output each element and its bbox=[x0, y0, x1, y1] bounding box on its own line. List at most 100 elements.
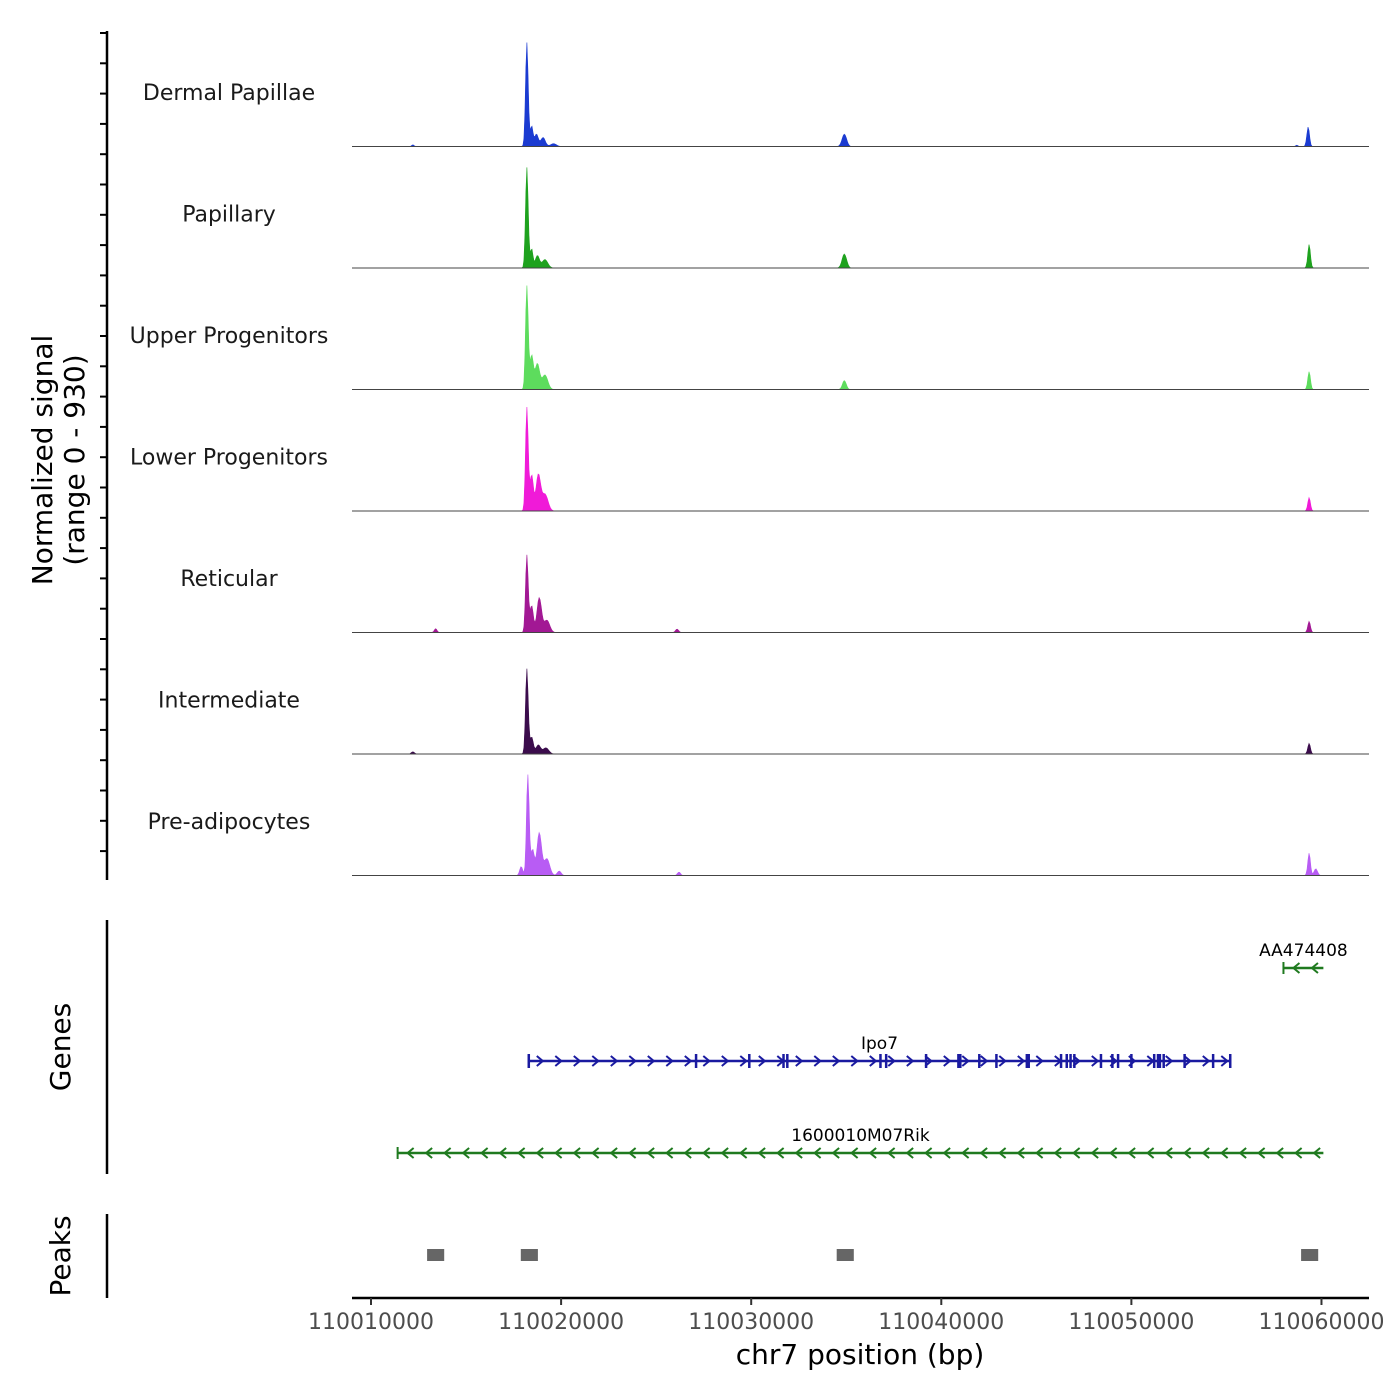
gene: 1600010M07Rik bbox=[396, 1126, 1324, 1159]
strand-chevron bbox=[591, 1147, 600, 1159]
strand-chevron bbox=[1090, 1147, 1099, 1159]
x-axis-title: chr7 position (bp) bbox=[736, 1338, 985, 1371]
strand-chevron bbox=[868, 1147, 877, 1159]
strand-chevron bbox=[1257, 1147, 1266, 1159]
strand-chevron bbox=[1275, 1147, 1284, 1159]
strand-chevron bbox=[628, 1055, 637, 1067]
strand-chevron bbox=[1016, 1147, 1025, 1159]
strand-chevron bbox=[980, 1055, 989, 1067]
strand-chevron bbox=[628, 1147, 637, 1159]
strand-chevron bbox=[832, 1055, 841, 1067]
peak-region bbox=[836, 1249, 854, 1261]
track-label: Papillary bbox=[182, 203, 276, 228]
gene-label: 1600010M07Rik bbox=[791, 1126, 930, 1146]
strand-chevron bbox=[721, 1055, 730, 1067]
coverage-track: Upper Progenitors bbox=[130, 285, 1369, 390]
strand-chevron bbox=[498, 1147, 507, 1159]
coverage-track: Papillary bbox=[182, 167, 1369, 269]
strand-chevron bbox=[1035, 1055, 1044, 1067]
strand-chevron bbox=[1072, 1147, 1081, 1159]
strand-chevron bbox=[1310, 962, 1319, 974]
strand-chevron bbox=[443, 1147, 452, 1159]
strand-chevron bbox=[572, 1147, 581, 1159]
strand-chevron bbox=[905, 1147, 914, 1159]
strand-chevron bbox=[961, 1147, 970, 1159]
strand-chevron bbox=[1017, 1055, 1026, 1067]
strand-chevron bbox=[850, 1055, 859, 1067]
strand-chevron bbox=[961, 1055, 970, 1067]
signal-area bbox=[352, 42, 1369, 147]
strand-chevron bbox=[591, 1055, 600, 1067]
strand-chevron bbox=[850, 1147, 859, 1159]
strand-chevron bbox=[906, 1055, 915, 1067]
strand-chevron bbox=[646, 1147, 655, 1159]
track-label: Reticular bbox=[180, 567, 278, 592]
strand-chevron bbox=[720, 1147, 729, 1159]
track-label: Pre-adipocytes bbox=[148, 810, 311, 835]
strand-chevron bbox=[794, 1147, 803, 1159]
coverage-track: Lower Progenitors bbox=[130, 406, 1369, 512]
strand-chevron bbox=[813, 1055, 822, 1067]
peak-region bbox=[427, 1249, 445, 1261]
gene: Ipo7 bbox=[527, 1034, 1232, 1068]
strand-chevron bbox=[998, 1147, 1007, 1159]
strand-chevron bbox=[536, 1055, 545, 1067]
strand-chevron bbox=[758, 1055, 767, 1067]
signal-area bbox=[352, 554, 1369, 633]
strand-chevron bbox=[1053, 1147, 1062, 1159]
strand-chevron bbox=[424, 1147, 433, 1159]
track-label: Upper Progenitors bbox=[130, 324, 329, 349]
strand-chevron bbox=[831, 1147, 840, 1159]
track-label: Intermediate bbox=[158, 689, 300, 714]
coverage-tracks: Dermal Papillae Papillary Upper Progenitor… bbox=[130, 42, 1369, 876]
strand-chevron bbox=[1183, 1147, 1192, 1159]
strand-chevron bbox=[1238, 1147, 1247, 1159]
strand-chevron bbox=[1109, 1147, 1118, 1159]
gene-label: AA474408 bbox=[1259, 941, 1348, 961]
strand-chevron bbox=[813, 1147, 822, 1159]
x-tick-label: 110010000 bbox=[308, 1310, 434, 1335]
strand-chevron bbox=[998, 1055, 1007, 1067]
gene: AA474408 bbox=[1259, 941, 1348, 974]
strand-chevron bbox=[517, 1147, 526, 1159]
peak-region bbox=[520, 1249, 538, 1261]
y-axis-range-label: (range 0 - 930) bbox=[58, 354, 91, 565]
x-axis-ticks: 110010000 110020000 110030000 110040000 1100… bbox=[308, 1298, 1384, 1335]
strand-chevron bbox=[535, 1147, 544, 1159]
strand-chevron bbox=[776, 1147, 785, 1159]
strand-chevron bbox=[1035, 1147, 1044, 1159]
x-tick-label: 110040000 bbox=[878, 1310, 1004, 1335]
strand-chevron bbox=[684, 1055, 693, 1067]
x-tick-label: 110050000 bbox=[1068, 1310, 1194, 1335]
genes-track-label: Genes bbox=[44, 1003, 77, 1091]
strand-chevron bbox=[1220, 1055, 1229, 1067]
strand-chevron bbox=[739, 1147, 748, 1159]
strand-chevron bbox=[1291, 962, 1301, 974]
strand-chevron bbox=[1201, 1147, 1210, 1159]
strand-chevron bbox=[887, 1147, 896, 1159]
strand-chevron bbox=[665, 1147, 674, 1159]
strand-chevron bbox=[1091, 1055, 1100, 1067]
strand-chevron bbox=[573, 1055, 582, 1067]
signal-area bbox=[352, 406, 1369, 512]
coverage-track: Dermal Papillae bbox=[143, 42, 1369, 147]
x-tick-label: 110030000 bbox=[688, 1310, 814, 1335]
strand-chevron bbox=[757, 1147, 766, 1159]
strand-chevron bbox=[1202, 1055, 1211, 1067]
coverage-track: Pre-adipocytes bbox=[148, 774, 1369, 876]
gene-label: Ipo7 bbox=[861, 1034, 898, 1054]
strand-chevron bbox=[1220, 1147, 1229, 1159]
strand-chevron bbox=[1312, 1147, 1321, 1159]
coverage-track: Reticular bbox=[180, 554, 1369, 633]
y-axis-title: Normalized signal bbox=[26, 335, 59, 586]
strand-chevron bbox=[887, 1055, 896, 1067]
strand-chevron bbox=[942, 1147, 951, 1159]
strand-chevron bbox=[1127, 1147, 1136, 1159]
signal-area bbox=[352, 668, 1369, 755]
strand-chevron bbox=[480, 1147, 489, 1159]
strand-chevron bbox=[943, 1055, 952, 1067]
strand-chevron bbox=[979, 1147, 988, 1159]
strand-chevron bbox=[1294, 1147, 1303, 1159]
strand-chevron bbox=[1146, 1147, 1155, 1159]
signal-area bbox=[352, 285, 1369, 390]
